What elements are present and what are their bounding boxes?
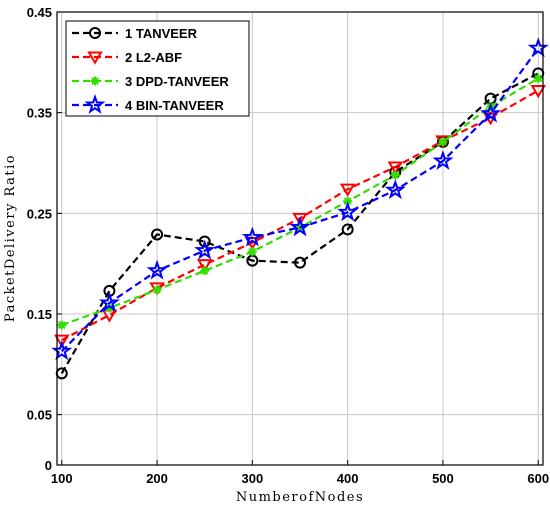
data-point-asterisk — [200, 266, 210, 276]
data-point-star — [98, 291, 120, 312]
y-tick-label: 0.25 — [27, 206, 52, 221]
data-point-circle — [151, 228, 164, 241]
y-tick-label: 0.35 — [27, 106, 52, 121]
data-point-star — [84, 93, 106, 114]
legend: 1 TANVEER 2 L2-ABF 3 DPD-TANVEER 4 BIN-TANV… — [65, 20, 250, 117]
data-point-asterisk — [390, 170, 400, 180]
data-point-star — [289, 216, 311, 237]
asterisk-stroke — [91, 77, 99, 85]
data-point-triangle — [54, 334, 70, 348]
series-group — [51, 37, 549, 380]
legend-label: 4 BIN-TANVEER — [125, 98, 224, 113]
data-point-star — [384, 179, 406, 200]
y-tick-label: 0.15 — [27, 307, 52, 322]
series-1 — [55, 67, 545, 380]
data-point-triangle — [292, 212, 308, 227]
asterisk-stroke — [105, 304, 114, 312]
x-axis-title: NumberofNodes — [236, 490, 364, 505]
data-point-star — [146, 259, 168, 280]
legend-items: 1 TANVEER 2 L2-ABF 3 DPD-TANVEER 4 BIN-TANV… — [72, 26, 229, 114]
asterisk-stroke — [57, 321, 66, 329]
data-point-star — [51, 340, 73, 361]
data-point-triangle — [87, 51, 103, 65]
data-point-circle — [89, 27, 101, 39]
data-point-asterisk — [533, 73, 543, 83]
legend-label: 1 TANVEER — [125, 26, 198, 41]
x-tick-label: 600 — [527, 471, 549, 486]
data-point-asterisk — [152, 285, 162, 295]
data-point-star — [194, 239, 216, 260]
data-point-star — [480, 102, 502, 123]
data-point-star — [527, 37, 549, 58]
asterisk-stroke — [391, 171, 400, 179]
plot-frame — [56, 11, 544, 466]
y-axis-title: PacketDelivery Ratio — [3, 154, 18, 322]
legend-entry: 1 TANVEER — [72, 26, 198, 41]
series-line — [60, 72, 539, 374]
data-point-asterisk — [247, 247, 257, 257]
x-tick-label: 100 — [51, 471, 73, 486]
y-tick-label: 0.05 — [27, 408, 52, 423]
axis-ticks: 100 200 300 400 500 600 0 0.05 0.15 0.25 0.35 0.45 — [27, 5, 549, 486]
legend-label: 3 DPD-TANVEER — [125, 74, 229, 89]
data-point-star — [432, 149, 454, 170]
data-point-star — [337, 201, 359, 222]
data-point-circle — [198, 235, 211, 248]
y-tick-label: 0 — [45, 458, 52, 473]
asterisk-stroke — [153, 285, 161, 294]
asterisk-stroke — [343, 197, 352, 206]
series-line — [60, 47, 540, 353]
data-point-asterisk — [90, 76, 100, 86]
x-tick-label: 400 — [337, 471, 359, 486]
data-point-triangle — [387, 161, 404, 175]
x-tick-label: 300 — [242, 471, 264, 486]
legend-entry: 3 DPD-TANVEER — [72, 74, 229, 89]
y-tick-label: 0.45 — [27, 5, 52, 20]
asterisk-stroke — [439, 137, 447, 146]
data-point-triangle — [196, 259, 213, 273]
data-point-triangle — [530, 85, 546, 99]
x-tick-label: 500 — [432, 471, 454, 486]
legend-entry: 4 BIN-TANVEER — [72, 93, 224, 114]
data-point-circle — [294, 256, 306, 269]
data-point-triangle — [339, 183, 356, 197]
series-4 — [51, 37, 549, 361]
legend-entry: 2 L2-ABF — [72, 50, 182, 65]
asterisk-stroke — [248, 247, 257, 256]
data-point-star — [241, 226, 263, 247]
asterisk-stroke — [200, 266, 209, 275]
asterisk-stroke — [534, 74, 543, 83]
data-point-asterisk — [57, 320, 67, 330]
data-point-asterisk — [438, 137, 448, 147]
data-point-circle — [341, 223, 354, 236]
legend-label: 2 L2-ABF — [125, 50, 182, 65]
x-tick-label: 200 — [146, 471, 168, 486]
